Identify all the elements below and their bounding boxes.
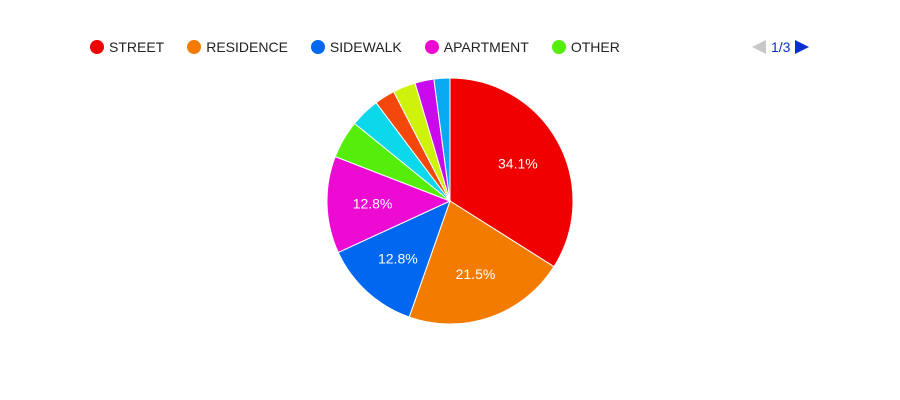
slice-data-label: 34.1% bbox=[498, 156, 538, 172]
chart-legend: STREET RESIDENCE SIDEWALK APARTMENT OTHER bbox=[90, 38, 643, 56]
legend-label: RESIDENCE bbox=[206, 39, 288, 55]
legend-item[interactable]: STREET bbox=[90, 39, 164, 55]
next-page-icon[interactable] bbox=[795, 40, 810, 54]
previous-page-icon[interactable] bbox=[752, 40, 766, 54]
page-indicator: 1/3 bbox=[771, 39, 791, 55]
pie-slice[interactable] bbox=[433, 77, 451, 202]
slice-data-label: 12.8% bbox=[378, 250, 418, 266]
legend-item[interactable]: SIDEWALK bbox=[310, 39, 402, 55]
pie-slice[interactable] bbox=[408, 200, 555, 325]
legend-marker-icon bbox=[310, 40, 325, 54]
legend-marker-icon bbox=[187, 40, 202, 54]
slice-data-label: 12.8% bbox=[353, 195, 393, 211]
legend-pager: 1/3 bbox=[752, 38, 810, 56]
legend-marker-icon bbox=[424, 40, 439, 54]
legend-label: APARTMENT bbox=[443, 39, 529, 55]
pie-slice[interactable] bbox=[449, 77, 574, 268]
pie-slice[interactable] bbox=[337, 200, 451, 318]
legend-marker-icon bbox=[90, 40, 104, 54]
legend-item[interactable]: OTHER bbox=[551, 39, 620, 55]
legend-item[interactable]: RESIDENCE bbox=[187, 39, 288, 55]
legend-label: OTHER bbox=[570, 39, 620, 55]
legend-label: STREET bbox=[109, 39, 165, 55]
pie-slice[interactable] bbox=[326, 155, 452, 254]
legend-label: SIDEWALK bbox=[329, 39, 402, 55]
legend-item[interactable]: APARTMENT bbox=[424, 39, 529, 55]
slice-data-label: 21.5% bbox=[456, 266, 496, 282]
legend-marker-icon bbox=[551, 40, 566, 54]
